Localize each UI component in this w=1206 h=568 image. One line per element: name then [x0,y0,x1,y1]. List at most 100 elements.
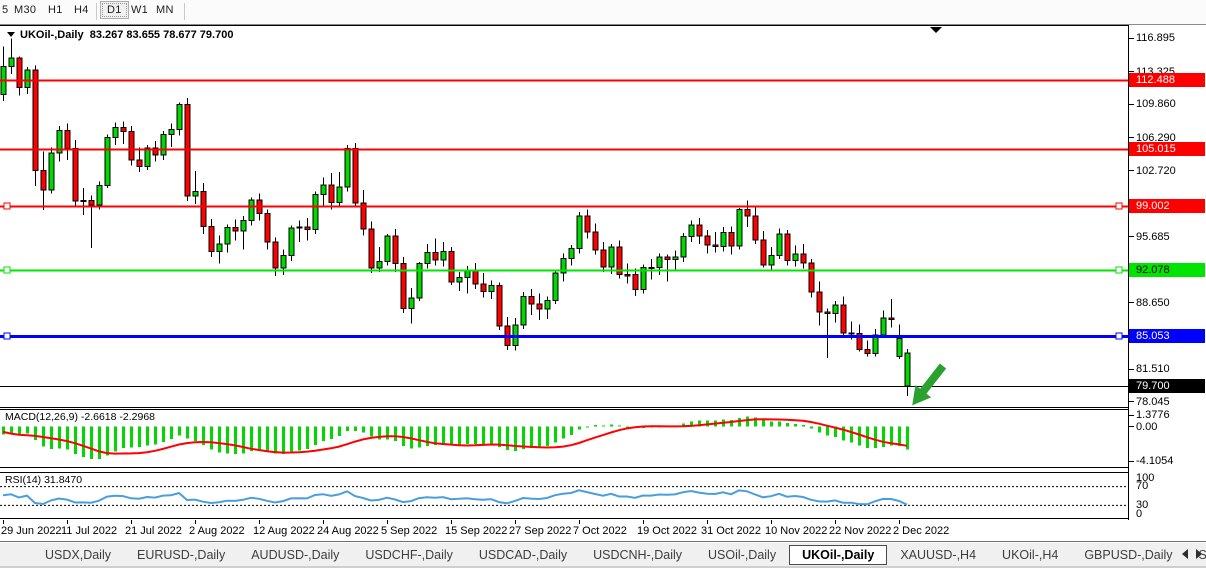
line-handle[interactable] [1115,266,1123,274]
date-label: 24 Aug 2022 [317,525,379,537]
rsi-tick-label: 0 [1136,508,1143,520]
date-label: 27 Sep 2022 [509,525,572,537]
tab-usdcnh-daily[interactable]: USDCNH-,Daily [593,547,683,562]
tab-xauusd-h4[interactable]: XAUUSD-,H4 [900,547,977,562]
price-badge-79-700: 79.700 [1129,379,1205,394]
price-axis-separator [1128,25,1129,520]
date-axis[interactable]: 29 Jun 2022 11 Jul 2022 21 Jul 2022 2 Aug 2… [0,520,1206,542]
date-tick [771,520,772,524]
macd-signal-line [2,418,908,455]
price-tick [1129,71,1134,73]
date-label: 19 Oct 2022 [637,525,697,537]
date-tick [259,520,260,524]
date-tick [579,520,580,524]
price-badge-85-053: 85.053 [1129,329,1205,344]
date-tick [835,520,836,524]
date-tick [195,520,196,524]
sell-arrow-object[interactable] [904,360,951,408]
timeframe-button-d1[interactable]: D1 [100,1,129,19]
tab-sp500-h4[interactable]: SP500-,H4 [1198,547,1206,562]
date-tick [131,520,132,524]
macd-label: MACD(12,26,9) -2.6618 -2.2968 [5,411,155,423]
timeframe-button-5[interactable]: 5 [2,4,9,16]
price-tick-label: 81.510 [1136,363,1170,376]
tab-gbpusd-daily[interactable]: GBPUSD-,Daily [1084,547,1173,562]
price-tick-label: 95.685 [1136,230,1170,243]
price-tick-label: 106.290 [1136,131,1176,144]
date-label: 15 Sep 2022 [445,525,508,537]
date-label: 2 Dec 2022 [893,525,950,537]
date-tick [67,520,68,524]
tab-usoil-daily[interactable]: USOil-,Daily [708,547,777,562]
tab-usdx-daily[interactable]: USDX,Daily [45,547,111,562]
tab-audusd-daily[interactable]: AUDUSD-,Daily [251,547,340,562]
timeframe-button-m30[interactable]: M30 [14,4,37,16]
current-bar-marker-icon [930,27,942,33]
date-tick [707,520,708,524]
price-tick [1129,401,1134,403]
rsi-line [2,489,908,506]
tabs-scroll-left-icon[interactable] [1182,549,1188,559]
timeframe-button-mn[interactable]: MN [156,4,174,16]
date-label: 2 Aug 2022 [189,525,245,537]
tab-ukoil-daily[interactable]: UKOil-,Daily [789,544,888,565]
date-label: 12 Aug 2022 [253,525,315,537]
symbol-tab-bar: USDX,Daily EURUSD-,Daily AUDUSD-,Daily USDC… [0,542,1206,566]
rsi-label: RSI(14) 31.8470 [5,474,83,486]
rsi-tick-label: 30 [1136,498,1149,511]
timeframe-button-h4[interactable]: H4 [74,4,89,16]
line-handle[interactable] [3,202,11,210]
price-tick [1129,302,1134,304]
date-tick [387,520,388,524]
date-label: 10 Nov 2022 [765,525,828,537]
date-label: 11 Jul 2022 [61,525,118,537]
price-badge-92-078: 92.078 [1129,263,1205,278]
chart-title: UKOil-,Daily 83.267 83.655 78.677 79.700 [7,29,233,41]
window-bottom-edge [0,566,1206,568]
date-label: 29 Jun 2022 [1,525,62,537]
date-tick [515,520,516,524]
rsi-panel[interactable] [0,472,1128,519]
line-handle[interactable] [3,332,11,340]
price-badge-105-015: 105.015 [1129,142,1205,157]
price-tick-label: 102.720 [1136,164,1176,177]
tabs-scroll-right-icon[interactable] [1196,549,1202,559]
price-tick-label: 116.895 [1136,32,1175,45]
date-label: 22 Nov 2022 [829,525,892,537]
date-tick [643,520,644,524]
tab-eurusd-daily[interactable]: EURUSD-,Daily [137,547,226,562]
price-badge-112-488: 112.488 [1129,72,1205,87]
timeframe-toolbar: 5 M30 H1 H4 D1 W1 MN [0,0,1206,25]
timeframe-button-w1[interactable]: W1 [131,4,149,16]
chart-plot-area[interactable] [0,25,1128,408]
date-label: 5 Sep 2022 [381,525,438,537]
timeframe-button-h1[interactable]: H1 [48,4,63,16]
price-tick-label: 78.045 [1136,395,1170,408]
macd-tick-label: -4.1054 [1136,455,1174,467]
date-label: 21 Jul 2022 [125,525,182,537]
price-tick [1129,103,1134,105]
symbol-dropdown-icon[interactable] [7,32,15,37]
tab-usdcad-daily[interactable]: USDCAD-,Daily [478,547,568,562]
tab-ukoil-h4[interactable]: UKOil-,H4 [1002,547,1059,562]
chart-ohlc-label: 83.267 83.655 78.677 79.700 [89,29,234,41]
line-handle[interactable] [1115,332,1123,340]
rsi-tick-label: 100 [1136,472,1155,484]
date-tick [3,520,4,524]
chart-symbol-label: UKOil-,Daily [20,29,84,41]
macd-tick [1129,414,1134,416]
price-tick [1129,236,1134,238]
price-tick-label: 88.650 [1136,296,1170,309]
macd-tick [1129,426,1134,428]
tab-usdchf-daily[interactable]: USDCHF-,Daily [365,547,453,562]
line-handle[interactable] [1115,202,1123,210]
line-handle[interactable] [3,266,11,274]
macd-panel[interactable] [0,409,1128,468]
price-tick [1129,170,1134,172]
toolbar-separator [96,3,98,20]
macd-tick [1129,460,1134,462]
date-label: 31 Oct 2022 [701,525,761,537]
price-badge-99-002: 99.002 [1129,198,1205,213]
date-tick [899,520,900,524]
